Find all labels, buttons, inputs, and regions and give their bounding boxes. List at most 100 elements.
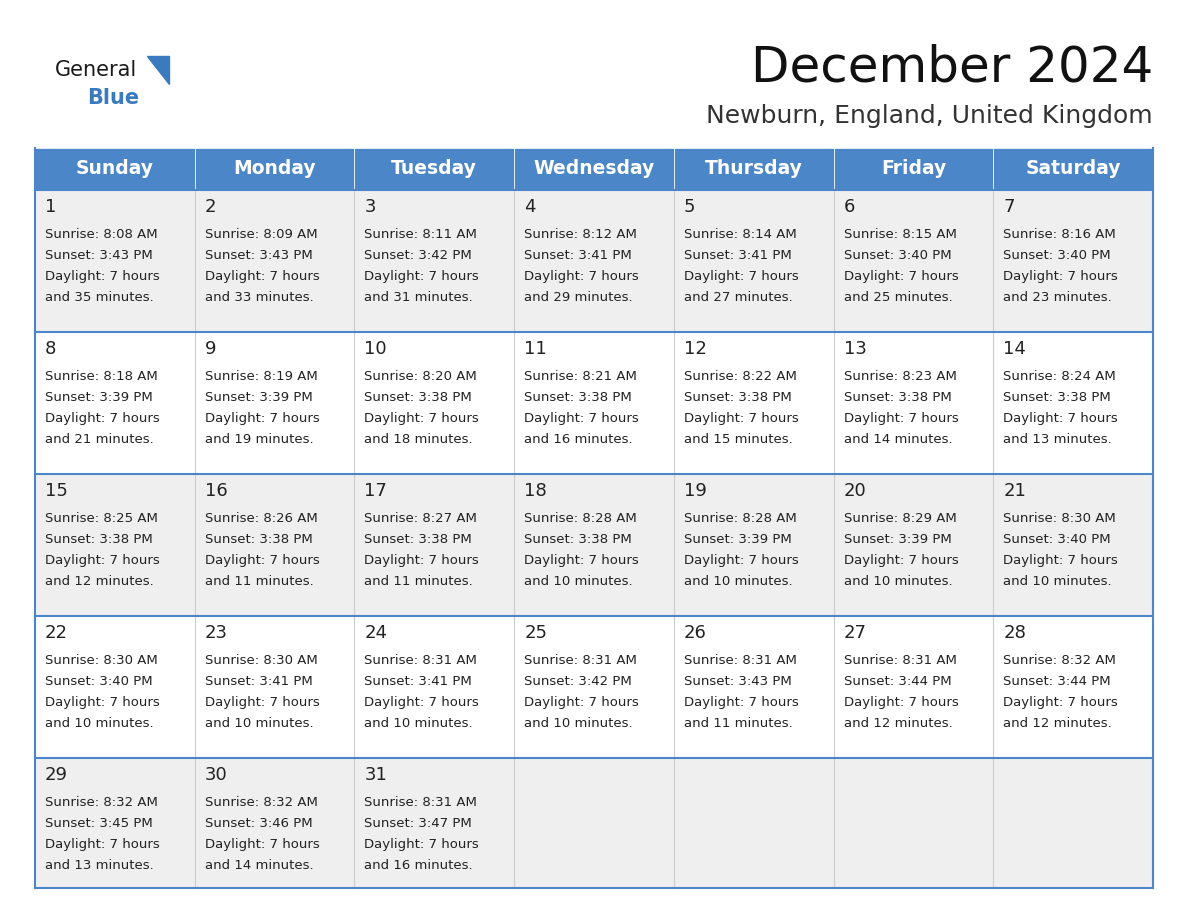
Text: Sunset: 3:38 PM: Sunset: 3:38 PM (365, 391, 472, 404)
Text: 1: 1 (45, 198, 56, 216)
Bar (195, 148, 354, 190)
Text: 5: 5 (684, 198, 695, 216)
Text: Sunset: 3:41 PM: Sunset: 3:41 PM (684, 249, 791, 262)
Text: Sunset: 3:43 PM: Sunset: 3:43 PM (204, 249, 312, 262)
Bar (34, 616, 1154, 758)
Text: 19: 19 (684, 482, 707, 500)
Text: 14: 14 (1004, 340, 1026, 358)
Text: Sunrise: 8:31 AM: Sunrise: 8:31 AM (684, 654, 797, 667)
Text: Daylight: 7 hours: Daylight: 7 hours (684, 554, 798, 567)
Text: and 12 minutes.: and 12 minutes. (45, 575, 153, 588)
Text: Sunset: 3:41 PM: Sunset: 3:41 PM (365, 675, 472, 688)
Text: Sunset: 3:38 PM: Sunset: 3:38 PM (684, 391, 791, 404)
Text: Sunrise: 8:21 AM: Sunrise: 8:21 AM (524, 370, 637, 383)
Text: Daylight: 7 hours: Daylight: 7 hours (365, 270, 479, 283)
Text: 17: 17 (365, 482, 387, 500)
Bar (34, 758, 1154, 888)
Text: Tuesday: Tuesday (391, 160, 478, 178)
Text: Daylight: 7 hours: Daylight: 7 hours (1004, 696, 1118, 709)
Text: 13: 13 (843, 340, 866, 358)
Text: Daylight: 7 hours: Daylight: 7 hours (45, 696, 159, 709)
Text: Sunrise: 8:31 AM: Sunrise: 8:31 AM (365, 654, 478, 667)
Text: Sunrise: 8:11 AM: Sunrise: 8:11 AM (365, 228, 478, 241)
Text: 2: 2 (204, 198, 216, 216)
Text: Wednesday: Wednesday (533, 160, 655, 178)
Text: Sunset: 3:38 PM: Sunset: 3:38 PM (1004, 391, 1111, 404)
Text: Daylight: 7 hours: Daylight: 7 hours (524, 696, 639, 709)
Text: and 16 minutes.: and 16 minutes. (365, 859, 473, 872)
Text: 24: 24 (365, 624, 387, 642)
Text: Sunset: 3:43 PM: Sunset: 3:43 PM (684, 675, 791, 688)
Text: Sunset: 3:38 PM: Sunset: 3:38 PM (843, 391, 952, 404)
Text: and 10 minutes.: and 10 minutes. (524, 717, 633, 730)
Text: Daylight: 7 hours: Daylight: 7 hours (843, 412, 959, 425)
Text: Sunrise: 8:26 AM: Sunrise: 8:26 AM (204, 512, 317, 525)
Text: Sunset: 3:40 PM: Sunset: 3:40 PM (843, 249, 952, 262)
Text: and 14 minutes.: and 14 minutes. (843, 433, 953, 446)
Text: and 10 minutes.: and 10 minutes. (1004, 575, 1112, 588)
Text: 26: 26 (684, 624, 707, 642)
Text: 27: 27 (843, 624, 866, 642)
Text: Daylight: 7 hours: Daylight: 7 hours (524, 554, 639, 567)
Text: Blue: Blue (87, 88, 139, 108)
Text: Sunrise: 8:25 AM: Sunrise: 8:25 AM (45, 512, 158, 525)
Text: Friday: Friday (880, 160, 946, 178)
Text: Sunrise: 8:09 AM: Sunrise: 8:09 AM (204, 228, 317, 241)
Text: Daylight: 7 hours: Daylight: 7 hours (524, 270, 639, 283)
Text: Monday: Monday (233, 160, 316, 178)
Text: Sunset: 3:45 PM: Sunset: 3:45 PM (45, 817, 153, 830)
Text: and 23 minutes.: and 23 minutes. (1004, 291, 1112, 304)
Text: Sunrise: 8:23 AM: Sunrise: 8:23 AM (843, 370, 956, 383)
Text: Daylight: 7 hours: Daylight: 7 hours (365, 412, 479, 425)
Text: Sunset: 3:41 PM: Sunset: 3:41 PM (524, 249, 632, 262)
Text: 22: 22 (45, 624, 68, 642)
Text: Sunset: 3:46 PM: Sunset: 3:46 PM (204, 817, 312, 830)
Text: Sunrise: 8:30 AM: Sunrise: 8:30 AM (204, 654, 317, 667)
Text: Sunrise: 8:12 AM: Sunrise: 8:12 AM (524, 228, 637, 241)
Text: Sunrise: 8:20 AM: Sunrise: 8:20 AM (365, 370, 478, 383)
Text: Sunrise: 8:31 AM: Sunrise: 8:31 AM (843, 654, 956, 667)
Text: December 2024: December 2024 (751, 44, 1154, 92)
Bar (354, 148, 514, 190)
Text: and 31 minutes.: and 31 minutes. (365, 291, 473, 304)
Text: Saturday: Saturday (1025, 160, 1121, 178)
Text: Sunset: 3:38 PM: Sunset: 3:38 PM (524, 391, 632, 404)
Text: 7: 7 (1004, 198, 1015, 216)
Text: 16: 16 (204, 482, 227, 500)
Text: 29: 29 (45, 766, 68, 784)
Text: and 12 minutes.: and 12 minutes. (1004, 717, 1112, 730)
Text: Daylight: 7 hours: Daylight: 7 hours (524, 412, 639, 425)
Text: Sunset: 3:39 PM: Sunset: 3:39 PM (684, 533, 791, 546)
Text: 12: 12 (684, 340, 707, 358)
Text: and 10 minutes.: and 10 minutes. (684, 575, 792, 588)
Text: 31: 31 (365, 766, 387, 784)
Text: Daylight: 7 hours: Daylight: 7 hours (204, 696, 320, 709)
Text: and 21 minutes.: and 21 minutes. (45, 433, 153, 446)
Text: Daylight: 7 hours: Daylight: 7 hours (1004, 554, 1118, 567)
Text: Sunset: 3:38 PM: Sunset: 3:38 PM (365, 533, 472, 546)
Text: Sunrise: 8:28 AM: Sunrise: 8:28 AM (684, 512, 797, 525)
Text: Sunset: 3:47 PM: Sunset: 3:47 PM (365, 817, 472, 830)
Text: and 10 minutes.: and 10 minutes. (843, 575, 953, 588)
Text: and 11 minutes.: and 11 minutes. (204, 575, 314, 588)
Text: and 11 minutes.: and 11 minutes. (365, 575, 473, 588)
Text: Sunset: 3:38 PM: Sunset: 3:38 PM (524, 533, 632, 546)
Text: Sunset: 3:39 PM: Sunset: 3:39 PM (204, 391, 312, 404)
Bar (34, 190, 1154, 332)
Bar (834, 148, 993, 190)
Text: Sunset: 3:43 PM: Sunset: 3:43 PM (45, 249, 153, 262)
Text: Sunset: 3:42 PM: Sunset: 3:42 PM (524, 675, 632, 688)
Bar (34, 332, 1154, 474)
Text: Daylight: 7 hours: Daylight: 7 hours (204, 554, 320, 567)
Text: and 10 minutes.: and 10 minutes. (204, 717, 314, 730)
Text: Sunrise: 8:16 AM: Sunrise: 8:16 AM (1004, 228, 1116, 241)
Text: Sunrise: 8:22 AM: Sunrise: 8:22 AM (684, 370, 797, 383)
Text: Daylight: 7 hours: Daylight: 7 hours (684, 412, 798, 425)
Text: Sunset: 3:42 PM: Sunset: 3:42 PM (365, 249, 472, 262)
Text: and 10 minutes.: and 10 minutes. (524, 575, 633, 588)
Text: Daylight: 7 hours: Daylight: 7 hours (843, 270, 959, 283)
Text: Daylight: 7 hours: Daylight: 7 hours (1004, 412, 1118, 425)
Text: Sunrise: 8:29 AM: Sunrise: 8:29 AM (843, 512, 956, 525)
Text: and 10 minutes.: and 10 minutes. (45, 717, 153, 730)
Text: Sunrise: 8:24 AM: Sunrise: 8:24 AM (1004, 370, 1116, 383)
